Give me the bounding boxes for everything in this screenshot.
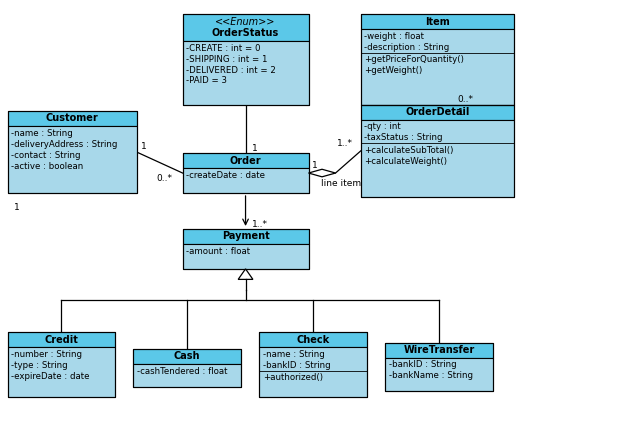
- Text: Customer: Customer: [46, 114, 98, 123]
- Bar: [133, 349, 241, 364]
- Text: -bankID : String: -bankID : String: [389, 360, 457, 369]
- Text: -deliveryAddress : String: -deliveryAddress : String: [11, 139, 118, 149]
- Text: Cash: Cash: [174, 351, 201, 362]
- Text: -weight : float: -weight : float: [365, 32, 424, 41]
- Bar: [183, 153, 308, 168]
- Bar: [361, 105, 514, 197]
- Bar: [385, 343, 493, 358]
- Text: OrderDetail: OrderDetail: [405, 107, 470, 117]
- Text: +authorized(): +authorized(): [263, 374, 323, 382]
- Bar: [361, 14, 514, 105]
- Bar: [385, 358, 493, 391]
- Text: -DELIVERED : int = 2: -DELIVERED : int = 2: [186, 66, 276, 75]
- Text: -name : String: -name : String: [263, 350, 325, 359]
- Text: 0..*: 0..*: [157, 173, 173, 183]
- Text: -bankName : String: -bankName : String: [389, 371, 473, 380]
- Bar: [259, 332, 367, 347]
- Text: -active : boolean: -active : boolean: [11, 162, 83, 170]
- Bar: [361, 14, 514, 29]
- Text: line item: line item: [321, 179, 361, 188]
- Bar: [7, 111, 136, 126]
- Bar: [7, 111, 136, 193]
- Bar: [7, 126, 136, 193]
- Text: -qty : int: -qty : int: [365, 123, 401, 131]
- Text: 1: 1: [14, 203, 19, 212]
- Text: Credit: Credit: [44, 335, 78, 345]
- Bar: [361, 120, 514, 197]
- Bar: [183, 229, 308, 244]
- Bar: [7, 332, 115, 397]
- Text: <<Enum>>: <<Enum>>: [215, 17, 276, 27]
- Text: 1..*: 1..*: [337, 139, 354, 148]
- Text: -name : String: -name : String: [11, 129, 73, 138]
- Bar: [7, 332, 115, 347]
- Text: -createDate : date: -createDate : date: [186, 171, 265, 180]
- Text: +calculateWeight(): +calculateWeight(): [365, 157, 447, 166]
- Bar: [259, 347, 367, 397]
- Text: Check: Check: [297, 335, 329, 345]
- Bar: [183, 41, 308, 105]
- Text: -description : String: -description : String: [365, 43, 450, 52]
- Text: -contact : String: -contact : String: [11, 151, 81, 159]
- Text: -number : String: -number : String: [11, 350, 82, 359]
- Bar: [361, 105, 514, 120]
- Text: -PAID = 3: -PAID = 3: [186, 76, 227, 86]
- Text: Item: Item: [425, 17, 450, 27]
- Text: 1: 1: [458, 108, 463, 117]
- Text: 0..*: 0..*: [458, 95, 474, 104]
- Bar: [183, 14, 308, 41]
- Bar: [7, 347, 115, 397]
- Text: -cashTendered : float: -cashTendered : float: [137, 367, 228, 376]
- Text: -taxStatus : String: -taxStatus : String: [365, 134, 443, 142]
- Text: 1..*: 1..*: [252, 220, 268, 229]
- Text: WireTransfer: WireTransfer: [404, 345, 474, 355]
- Text: +calculateSubTotal(): +calculateSubTotal(): [365, 146, 453, 155]
- Text: -bankID : String: -bankID : String: [263, 361, 331, 370]
- Bar: [183, 14, 308, 105]
- Text: -expireDate : date: -expireDate : date: [11, 372, 89, 381]
- Text: 1: 1: [312, 161, 317, 170]
- Bar: [385, 343, 493, 391]
- Text: +getWeight(): +getWeight(): [365, 67, 423, 75]
- Text: Order: Order: [230, 156, 262, 166]
- Bar: [183, 244, 308, 269]
- Bar: [183, 229, 308, 269]
- Bar: [361, 29, 514, 105]
- Text: Payment: Payment: [222, 232, 270, 241]
- Bar: [183, 168, 308, 193]
- Text: -SHIPPING : int = 1: -SHIPPING : int = 1: [186, 55, 268, 64]
- Text: -CREATE : int = 0: -CREATE : int = 0: [186, 44, 261, 53]
- Text: 1: 1: [252, 144, 257, 153]
- Bar: [133, 364, 241, 387]
- Text: 1: 1: [141, 142, 147, 151]
- Bar: [183, 153, 308, 193]
- Text: OrderStatus: OrderStatus: [212, 28, 279, 39]
- Text: -amount : float: -amount : float: [186, 247, 251, 256]
- Bar: [133, 349, 241, 387]
- Bar: [259, 332, 367, 397]
- Text: -type : String: -type : String: [11, 361, 68, 370]
- Text: +getPriceForQuantity(): +getPriceForQuantity(): [365, 56, 464, 64]
